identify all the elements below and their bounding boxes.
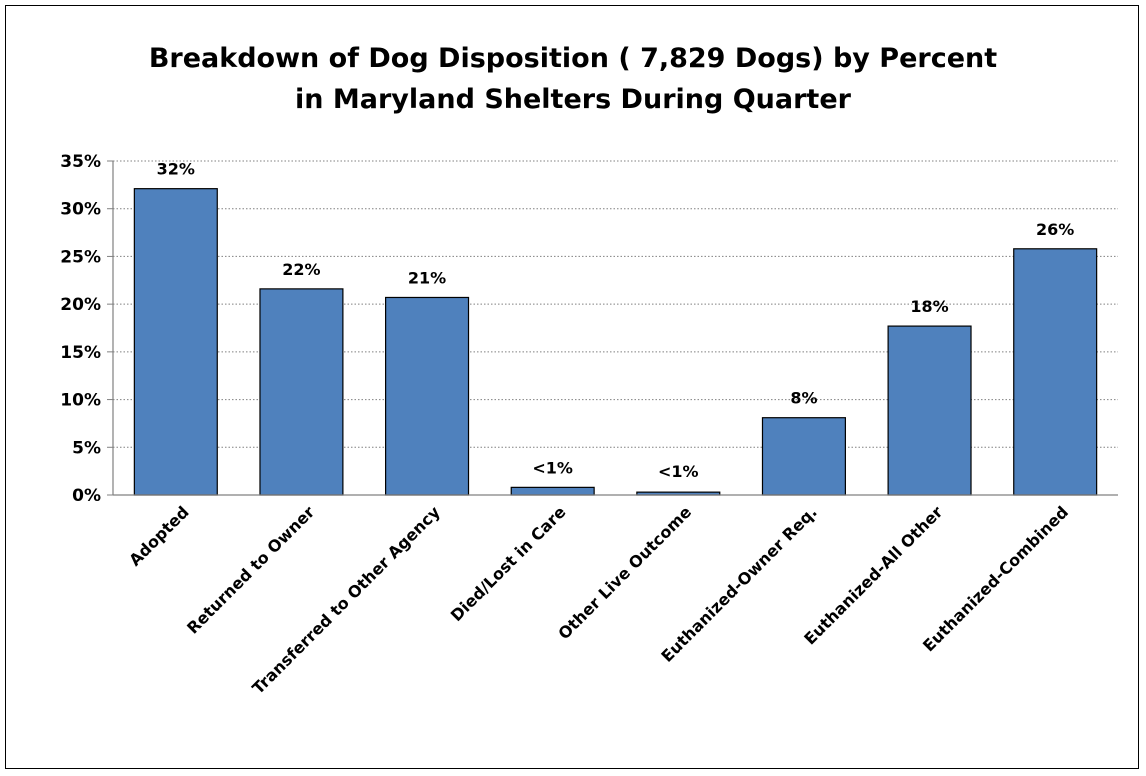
x-tick-label: Other Live Outcome	[554, 502, 695, 643]
y-tick-label: 25%	[60, 247, 101, 267]
data-label: 22%	[282, 260, 320, 279]
bar	[133, 188, 218, 496]
data-label: 18%	[910, 297, 948, 316]
y-tick-label: 20%	[60, 295, 101, 315]
data-label: <1%	[658, 462, 699, 481]
bar	[259, 288, 344, 496]
chart-title-line-1: Breakdown of Dog Disposition ( 7,829 Dog…	[148, 43, 998, 74]
x-tick-label: Euthanized-Combined	[919, 502, 1072, 655]
y-tick-label: 35%	[60, 152, 101, 172]
x-tick-label: Returned to Owner	[183, 502, 318, 637]
x-tick-label: Euthanized-All Other	[800, 502, 946, 648]
chart-title-line-2: in Maryland Shelters During Quarter	[295, 84, 851, 115]
bar	[887, 325, 972, 496]
y-tick-label: 10%	[60, 391, 101, 411]
chart-title: Breakdown of Dog Disposition ( 7,829 Dog…	[0, 38, 1146, 120]
y-tick-label: 15%	[60, 343, 101, 363]
y-tick-label: 30%	[60, 200, 101, 220]
bar	[1013, 248, 1098, 496]
bars	[133, 188, 1098, 496]
x-tick-label: Adopted	[125, 502, 192, 569]
x-tick-label: Died/Lost in Care	[447, 502, 570, 625]
data-label: 32%	[157, 160, 195, 179]
data-label: <1%	[532, 458, 573, 477]
data-labels: 32% 22% 21% <1% <1% 8% 18% 26%	[157, 160, 1075, 481]
bar	[510, 486, 595, 496]
data-label: 21%	[408, 268, 446, 287]
bar	[385, 296, 470, 496]
bar	[761, 417, 846, 496]
data-label: 8%	[790, 389, 817, 408]
y-tick-label: 0%	[72, 486, 101, 506]
y-axis-ticks: 0% 5% 10% 15% 20% 25% 30% 35%	[60, 152, 113, 506]
data-label: 26%	[1036, 220, 1074, 239]
y-tick-label: 5%	[72, 438, 101, 458]
axes	[112, 161, 1118, 496]
